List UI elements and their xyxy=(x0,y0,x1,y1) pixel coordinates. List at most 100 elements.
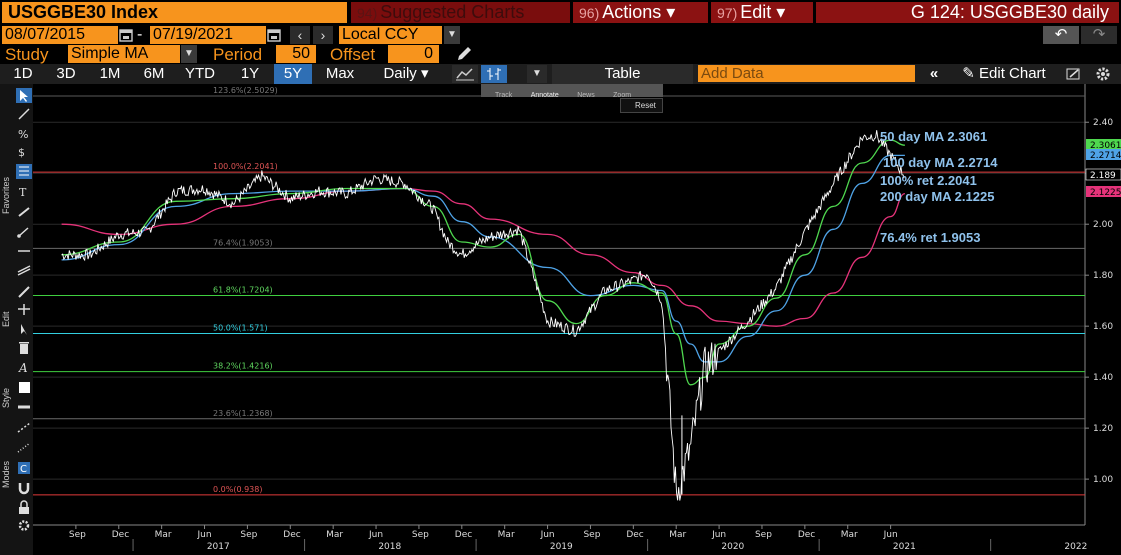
line-dash-icon[interactable] xyxy=(16,420,32,435)
snap-mode-icon[interactable]: C xyxy=(16,460,32,475)
end-date-field[interactable]: 07/19/2021 xyxy=(150,26,266,44)
timeframe-ytd[interactable]: YTD xyxy=(185,65,215,82)
edit-code: 97) xyxy=(717,5,738,21)
edit-section-label: Edit xyxy=(1,311,11,327)
last-value-text: 2.189 xyxy=(1090,171,1116,181)
x-axis: Sep Dec Mar Jun Sep Dec Mar Jun Sep Dec Mar Jun Sep D… xyxy=(69,525,1087,552)
timeframe-max[interactable]: Max xyxy=(325,65,355,82)
select-move-icon[interactable] xyxy=(16,322,32,337)
edit-menu[interactable]: 97) Edit ▾ xyxy=(711,2,813,23)
x-tick-label: Mar xyxy=(155,530,172,540)
text-tool-icon[interactable]: T xyxy=(16,184,32,199)
news-mode[interactable]: News xyxy=(577,92,595,99)
magnet-icon[interactable] xyxy=(16,480,32,495)
lock-icon[interactable] xyxy=(16,500,32,515)
timeframe-1m[interactable]: 1M xyxy=(99,65,121,82)
x-year-label: 2022 xyxy=(1064,542,1087,552)
collapse-icon[interactable]: « xyxy=(929,65,939,82)
x-tick-label: Jun xyxy=(540,530,555,540)
line-chart-icon[interactable] xyxy=(452,65,478,83)
calendar-icon[interactable] xyxy=(119,27,133,42)
pen-icon[interactable] xyxy=(455,45,475,63)
y-tick-label: 1.60 xyxy=(1093,322,1113,332)
svg-text:A: A xyxy=(18,361,28,375)
timeframe-5y[interactable]: 5Y xyxy=(274,64,312,84)
x-tick-label: Jun xyxy=(883,530,898,540)
fib-level-label: 100.0%(2.2041) xyxy=(213,162,278,171)
fibonacci-icon[interactable] xyxy=(16,164,32,179)
plot-area xyxy=(33,84,1085,525)
ma200-line xyxy=(61,187,906,327)
edit-label: Edit ▾ xyxy=(740,2,786,22)
reset-button[interactable]: Reset xyxy=(620,98,663,113)
fib-level-label: 0.0%(0.938) xyxy=(213,485,262,494)
x-tick-label: Jun xyxy=(368,530,383,540)
undo-icon[interactable]: ↶ xyxy=(1043,26,1079,44)
chart-settings-icon[interactable] xyxy=(1062,65,1086,83)
annotate-mode[interactable]: Annotate xyxy=(530,92,559,99)
arrow-tool-icon[interactable] xyxy=(16,224,32,239)
redo-icon[interactable]: ↷ xyxy=(1081,26,1117,44)
period-label: Period xyxy=(213,45,263,64)
start-date-field[interactable]: 08/07/2015 xyxy=(2,26,118,44)
cursor-icon[interactable] xyxy=(16,88,32,103)
color-swatch-icon[interactable] xyxy=(16,380,32,395)
suggested-charts-code: 94) xyxy=(357,5,378,21)
chevron-right-icon[interactable]: › xyxy=(313,26,333,44)
fibonacci-levels: 123.6%(2.5029) 100.0%(2.2041) 76.4%(1.9053… xyxy=(33,86,1085,496)
candlestick-icon[interactable] xyxy=(481,65,507,83)
x-year-label: 2021 xyxy=(893,542,916,552)
timeframe-1d[interactable]: 1D xyxy=(13,65,33,82)
zoom-mode[interactable]: Zoom xyxy=(613,92,632,99)
line-tool-icon[interactable] xyxy=(16,106,32,121)
pencil-tool-icon[interactable] xyxy=(16,284,32,299)
channel-tool-icon[interactable] xyxy=(16,262,32,277)
move-icon[interactable] xyxy=(16,302,32,317)
x-tick-label: Mar xyxy=(326,530,343,540)
edit-chart-label: Edit Chart xyxy=(979,65,1046,82)
offset-field[interactable]: 0 xyxy=(388,45,439,63)
table-button[interactable]: Table xyxy=(552,64,693,84)
chevron-left-icon[interactable]: ‹ xyxy=(290,26,310,44)
annotation-label: 100 day MA 2.2714 xyxy=(883,155,998,170)
period-field[interactable]: 50 xyxy=(276,45,316,63)
percent-range-icon[interactable]: $ xyxy=(16,144,32,159)
horizontal-line-icon[interactable] xyxy=(16,244,32,259)
trend-line-icon[interactable] xyxy=(16,204,32,219)
chevron-down-icon[interactable]: ▼ xyxy=(181,45,197,63)
annotation-label: 76.4% ret 1.9053 xyxy=(880,230,980,245)
line-weight-icon[interactable] xyxy=(16,400,32,415)
track-mode[interactable]: Track xyxy=(495,92,513,99)
chevron-down-icon[interactable]: ▼ xyxy=(527,65,547,83)
favorites-label: Favorites xyxy=(1,176,11,214)
y-tick-label: 2.40 xyxy=(1093,118,1113,128)
x-tick-label: Mar xyxy=(669,530,686,540)
text-style-icon[interactable]: A xyxy=(16,360,32,375)
edit-chart-button[interactable]: ✎ Edit Chart xyxy=(951,64,1057,84)
x-tick-label: Mar xyxy=(498,530,515,540)
add-data-input[interactable]: Add Data xyxy=(698,65,915,82)
interval-select[interactable]: Daily ▾ xyxy=(383,65,429,82)
chevron-down-icon[interactable]: ▼ xyxy=(444,26,460,44)
dotted-line-icon[interactable] xyxy=(16,440,32,455)
timeframe-6m[interactable]: 6M xyxy=(143,65,165,82)
actions-menu[interactable]: 96) Actions ▾ xyxy=(573,2,708,23)
x-year-label: 2020 xyxy=(721,542,744,552)
timeframe-3d[interactable]: 3D xyxy=(56,65,76,82)
ticker-field[interactable]: USGGBE30 Index xyxy=(2,2,347,23)
gear-icon[interactable] xyxy=(16,518,32,533)
gear-icon[interactable] xyxy=(1090,65,1116,83)
percent-tool-icon[interactable]: % xyxy=(16,126,32,141)
drawing-toolbar: % $ T A C Favorites Edit Style Modes xyxy=(0,84,33,555)
last-value-text: 2.1225 xyxy=(1090,188,1121,198)
currency-select[interactable]: Local CCY xyxy=(339,26,442,44)
suggested-charts-menu[interactable]: 94) Suggested Charts xyxy=(351,2,570,23)
actions-label: Actions ▾ xyxy=(602,2,676,22)
study-select[interactable]: Simple MA xyxy=(68,45,180,63)
trash-icon[interactable] xyxy=(16,340,32,355)
y-tick-label: 1.00 xyxy=(1093,475,1113,485)
calendar-icon[interactable] xyxy=(267,27,281,42)
timeframe-1y[interactable]: 1Y xyxy=(240,65,260,82)
x-tick-label: Dec xyxy=(626,530,643,540)
price-chart[interactable]: 123.6%(2.5029) 100.0%(2.2041) 76.4%(1.9053… xyxy=(33,84,1121,555)
